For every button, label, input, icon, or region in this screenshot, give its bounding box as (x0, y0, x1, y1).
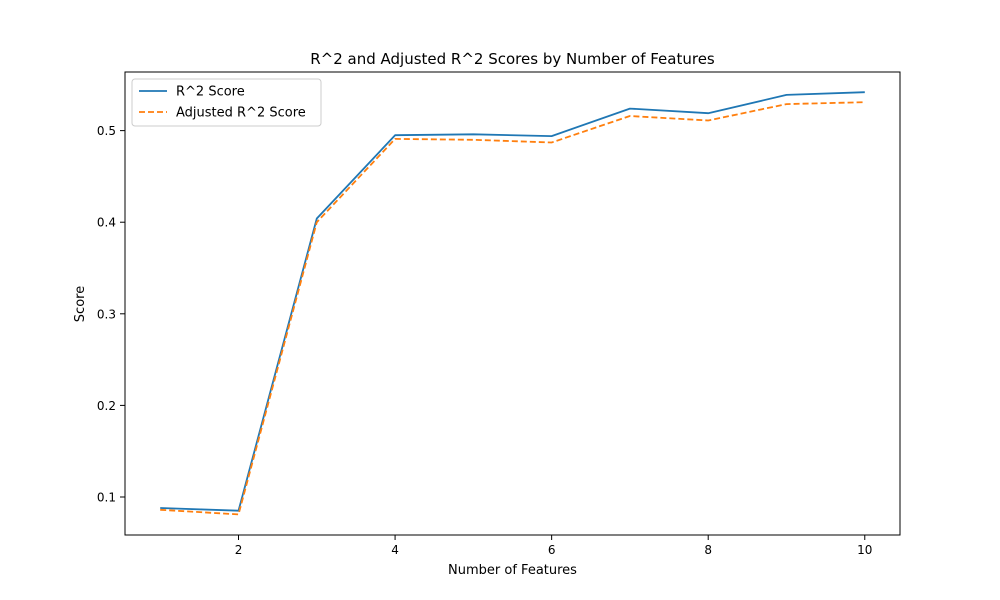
x-tick-label-8: 8 (704, 543, 712, 557)
legend-label-r2: R^2 Score (176, 85, 245, 100)
x-axis-label: Number of Features (448, 563, 577, 578)
x-tick-label-2: 2 (235, 543, 243, 557)
series-line-r2 (160, 91, 865, 512)
y-tick-label-4: 0.5 (97, 124, 116, 138)
y-tick-label-0: 0.1 (97, 490, 116, 504)
series-line-adjusted-r2 (160, 101, 865, 516)
y-tick-label-3: 0.4 (97, 216, 116, 230)
x-tick-label-4: 4 (391, 543, 399, 557)
legend-label-adjusted-r2: Adjusted R^2 Score (176, 106, 306, 121)
y-tick-label-1: 0.2 (97, 399, 116, 413)
legend: R^2 Score Adjusted R^2 Score (131, 78, 322, 127)
x-tick-label-6: 6 (548, 543, 556, 557)
y-tick-label-2: 0.3 (97, 307, 116, 321)
legend-box (131, 78, 322, 127)
series-lines (160, 91, 865, 516)
axis-ticks: 2 4 6 8 10 0.1 0.2 0.3 0.4 0.5 (97, 124, 873, 557)
y-axis-label: Score (73, 286, 88, 322)
plot-area-frame (124, 71, 901, 536)
x-tick-label-10: 10 (857, 543, 872, 557)
chart-title: R^2 and Adjusted R^2 Scores by Number of… (310, 50, 715, 68)
